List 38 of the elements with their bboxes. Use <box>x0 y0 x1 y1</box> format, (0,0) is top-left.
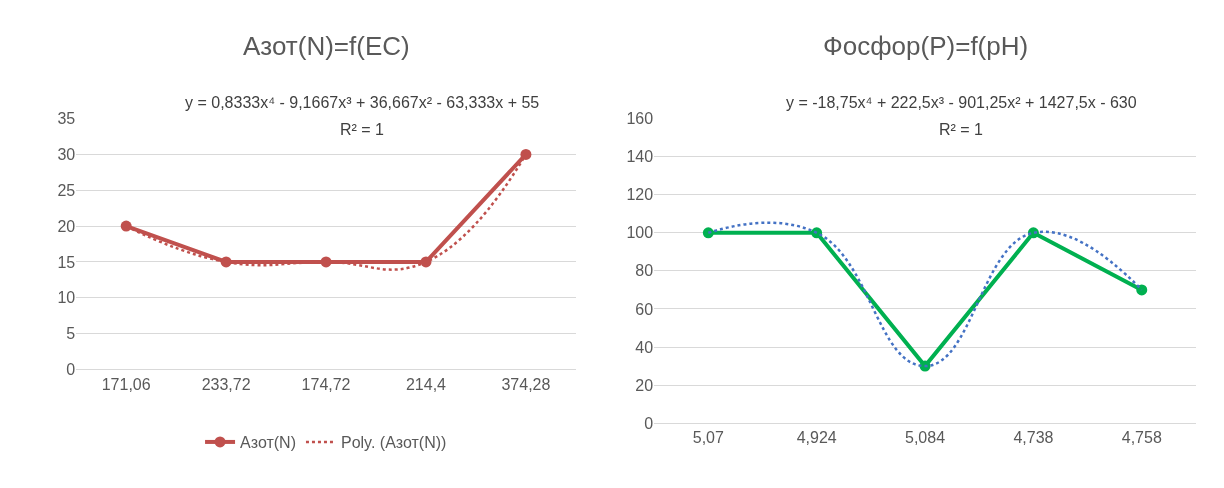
y-tick-label: 140 <box>626 148 654 166</box>
x-tick-label: 5,084 <box>905 429 946 447</box>
y-tick-label: 80 <box>635 262 654 280</box>
x-tick-label: 233,72 <box>201 375 251 393</box>
y-tick-label: 60 <box>635 300 654 318</box>
x-tick-label: 4,758 <box>1121 429 1162 447</box>
x-tick-label: 174,72 <box>301 375 351 393</box>
annotation: R² = 1 <box>939 121 984 138</box>
y-tick-label: 0 <box>644 414 654 432</box>
x-tick-label: 5,07 <box>692 429 724 447</box>
y-tick-label: 25 <box>57 181 76 199</box>
x-tick-label: 4,738 <box>1013 429 1054 447</box>
y-tick-label: 35 <box>57 110 76 128</box>
chart-title: Фосфор(P)=f(pH) <box>823 31 1029 61</box>
chart-title: Азот(N)=f(EC) <box>243 31 410 61</box>
text: y = 0,8333x⁴ - 9,1667x³ + 36,667x² - 63,333x + 55 <box>185 94 540 111</box>
y-tick-label: 40 <box>635 338 654 356</box>
y-tick-label: 20 <box>635 376 654 394</box>
y-tick-label: 120 <box>626 186 654 204</box>
annotation: R² = 1 <box>340 121 385 138</box>
legend-label: Азот(N) <box>240 434 296 452</box>
y-tick-label: 20 <box>57 217 76 235</box>
y-tick-label: 5 <box>66 325 76 343</box>
x-tick-label: 214,4 <box>405 375 447 393</box>
point <box>520 148 532 160</box>
y-tick-label: 100 <box>626 224 654 242</box>
y-tick-label: 15 <box>57 253 76 271</box>
x-tick-label: 171,06 <box>101 375 151 393</box>
x-tick-label: 374,28 <box>501 375 551 393</box>
y-tick-label: 10 <box>57 289 76 307</box>
point <box>702 227 714 239</box>
y-tick-label: 160 <box>626 110 654 128</box>
y-tick-label: 30 <box>57 146 76 163</box>
point <box>1136 284 1148 296</box>
legend-label: Poly. (Азот(N)) <box>340 434 447 452</box>
text: y = -18,75x⁴ + 222,5x³ - 901,25x² + 1427,5x - 630 <box>786 94 1137 111</box>
y-tick-label: 0 <box>66 361 76 379</box>
x-tick-label: 4,924 <box>796 429 837 447</box>
